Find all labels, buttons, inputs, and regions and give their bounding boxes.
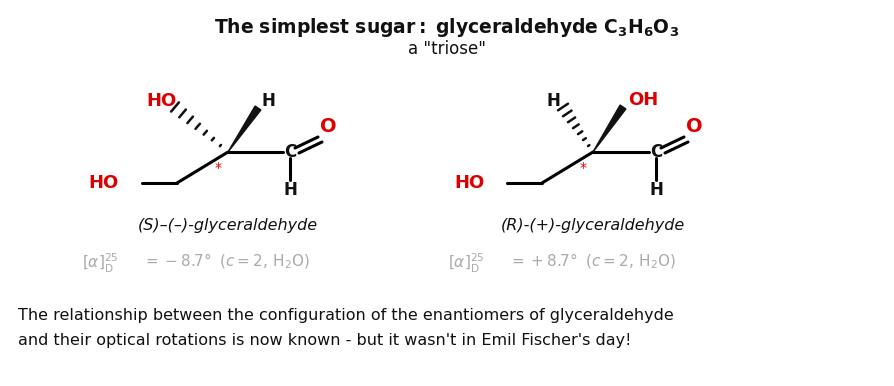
Polygon shape <box>228 106 261 152</box>
Text: O: O <box>686 117 703 137</box>
Text: $\mathbf{The\ simplest\ sugar:\ glyceraldehyde\ C_3H_6O_3}$: $\mathbf{The\ simplest\ sugar:\ glyceral… <box>215 16 679 39</box>
Text: OH: OH <box>628 91 658 109</box>
Text: The relationship between the configuration of the enantiomers of glyceraldehyde: The relationship between the configurati… <box>18 308 674 323</box>
Text: HO: HO <box>89 174 119 192</box>
Text: H: H <box>546 92 560 110</box>
Polygon shape <box>593 105 626 152</box>
Text: HO: HO <box>455 174 485 192</box>
Text: C: C <box>650 143 662 161</box>
Text: $= +8.7°\;\;(\mathit{c} = 2,\,\mathrm{H_2O})$: $= +8.7°\;\;(\mathit{c} = 2,\,\mathrm{H_… <box>509 252 676 271</box>
Text: HO: HO <box>146 92 176 110</box>
Text: (S)–(–)-glyceraldehyde: (S)–(–)-glyceraldehyde <box>138 218 318 233</box>
Text: C: C <box>284 143 296 161</box>
Text: a "triose": a "triose" <box>408 40 486 58</box>
Text: H: H <box>283 181 297 199</box>
Text: H: H <box>649 181 663 199</box>
Text: $[\alpha]^{25}_{\mathrm{D}}$: $[\alpha]^{25}_{\mathrm{D}}$ <box>82 252 119 275</box>
Text: (R)-(+)-glyceraldehyde: (R)-(+)-glyceraldehyde <box>501 218 685 233</box>
Text: *: * <box>579 161 586 175</box>
Text: $= -8.7°\;\;(\mathit{c} = 2,\,\mathrm{H_2O})$: $= -8.7°\;\;(\mathit{c} = 2,\,\mathrm{H_… <box>143 252 310 271</box>
Text: H: H <box>261 92 275 110</box>
Text: *: * <box>215 161 222 175</box>
Text: $[\alpha]^{25}_{\mathrm{D}}$: $[\alpha]^{25}_{\mathrm{D}}$ <box>448 252 485 275</box>
Text: and their optical rotations is now known - but it wasn't in Emil Fischer's day!: and their optical rotations is now known… <box>18 333 631 348</box>
Text: O: O <box>320 117 336 137</box>
